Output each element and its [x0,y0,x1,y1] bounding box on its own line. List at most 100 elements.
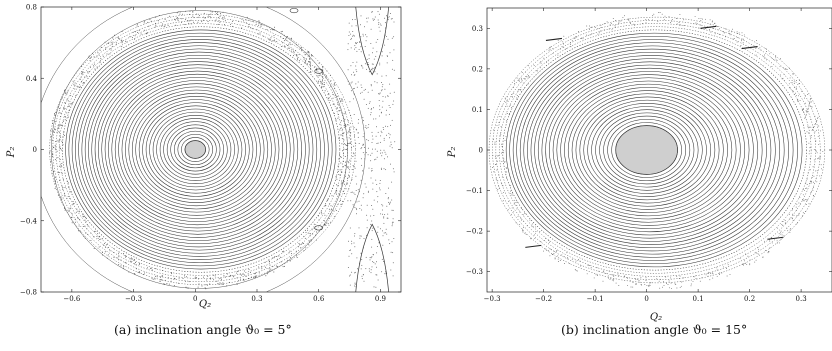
chaos-point [343,126,345,128]
chaos-point [133,259,135,260]
chaos-point [324,223,326,225]
chaos-point [375,286,377,288]
chaos-point [516,77,518,79]
chaos-point [814,124,816,125]
chaos-point [358,227,360,229]
chaos-point [232,275,234,277]
chaos-point [799,83,801,84]
chaos-point [138,30,140,32]
chaos-point [348,31,350,33]
chaos-point [547,250,549,252]
chaos-point [683,277,684,279]
chaos-point [273,29,274,31]
chaos-point [498,187,500,189]
chaos-point [188,281,190,283]
chaos-point [348,110,350,111]
orbit-curve [499,26,812,274]
chaos-point [61,163,63,164]
chaos-point [297,246,299,248]
chaos-point [791,209,793,211]
chaos-point [59,112,61,114]
chaos-point [347,161,349,163]
chaos-point [370,114,372,116]
chaos-point [767,252,769,254]
chaos-point [53,171,55,173]
chaos-point [494,156,496,158]
chaos-point [59,123,61,125]
chaos-point [355,142,357,144]
chaos-point [134,263,136,265]
chaos-point [376,274,378,276]
chaos-point [212,274,214,276]
chaos-point [355,207,357,209]
chaos-point [805,182,807,184]
chaos-point [781,223,783,225]
chaos-point [585,34,587,36]
chaos-point [393,100,395,102]
chaos-point [150,267,152,269]
chaos-point [530,238,532,240]
chaos-point [305,231,307,233]
chaos-point [375,158,377,160]
chaos-point [184,24,186,25]
chaos-point [321,83,323,85]
chaos-point [95,230,97,232]
chaos-point [78,210,80,212]
chaos-point [253,276,254,278]
chaos-point [343,132,345,134]
chaos-point [59,139,61,140]
chaos-point [371,142,373,143]
chaos-point [777,227,779,229]
orbit-curve [88,51,310,248]
chaos-point [540,62,542,64]
chaos-point [350,249,351,251]
chaos-point [813,181,815,183]
y-tick-label: −0.3 [466,268,483,276]
chaos-point [236,270,238,272]
chaos-point [301,47,302,49]
chaos-point [178,282,180,284]
chaos-point [361,209,363,211]
chaos-point [496,169,498,171]
chaos-point [342,190,344,192]
chaos-point [51,120,53,122]
chaos-point [630,21,632,23]
chaos-point [129,36,131,38]
chaos-point [799,80,800,82]
chaos-point [501,105,503,107]
chaos-point [781,78,783,80]
chaos-point [497,155,499,156]
chaos-point [347,178,349,179]
chaos-point [387,126,389,128]
chaos-point [379,62,381,64]
chaos-point [333,216,335,218]
chaos-point [136,23,138,25]
chaos-point [148,25,150,27]
chaos-point [545,238,547,240]
chaos-point [87,225,89,227]
chaos-point [177,18,179,20]
chaos-point [115,44,117,46]
chaos-point [602,280,604,282]
chaos-point [815,123,816,124]
chaos-point [60,116,62,117]
chaos-point [293,51,295,53]
chaos-point [814,115,816,117]
chaos-point [815,129,817,131]
chaos-point [182,278,184,279]
chaos-point [62,144,64,146]
chaos-point [272,257,274,259]
chaos-point [385,153,387,155]
chaos-point [321,213,323,215]
chaos-point [365,152,367,154]
chaos-point [632,282,634,283]
chaos-point [795,223,797,225]
chaos-point [391,181,393,183]
chaos-point [325,77,327,79]
chaos-point [375,274,377,276]
chaos-point [806,110,808,112]
chaos-point [74,82,76,84]
chaos-point [288,43,290,45]
chaos-point [58,125,60,127]
chaos-point [59,135,61,136]
